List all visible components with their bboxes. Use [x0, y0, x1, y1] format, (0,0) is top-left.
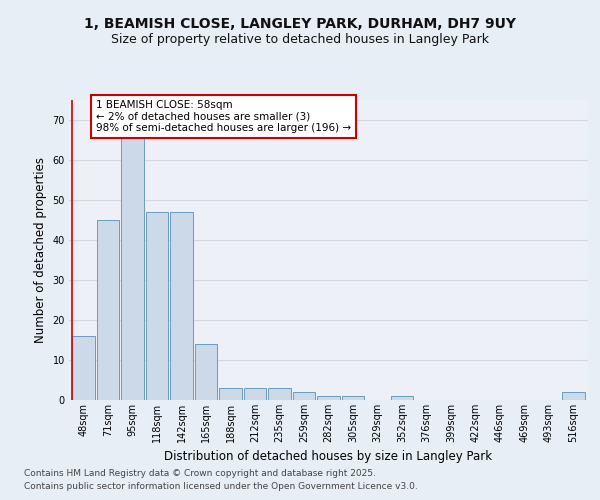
Bar — [391, 396, 413, 400]
Text: Size of property relative to detached houses in Langley Park: Size of property relative to detached ho… — [111, 32, 489, 46]
Bar — [146, 212, 169, 400]
Bar — [317, 396, 340, 400]
Bar — [244, 388, 266, 400]
Bar — [342, 396, 364, 400]
Text: Contains public sector information licensed under the Open Government Licence v3: Contains public sector information licen… — [24, 482, 418, 491]
Bar — [97, 220, 119, 400]
Y-axis label: Number of detached properties: Number of detached properties — [34, 157, 47, 343]
Bar — [170, 212, 193, 400]
Bar — [195, 344, 217, 400]
X-axis label: Distribution of detached houses by size in Langley Park: Distribution of detached houses by size … — [164, 450, 493, 464]
Bar — [268, 388, 291, 400]
Text: 1 BEAMISH CLOSE: 58sqm
← 2% of detached houses are smaller (3)
98% of semi-detac: 1 BEAMISH CLOSE: 58sqm ← 2% of detached … — [96, 100, 351, 133]
Text: Contains HM Land Registry data © Crown copyright and database right 2025.: Contains HM Land Registry data © Crown c… — [24, 468, 376, 477]
Bar — [121, 132, 144, 400]
Bar — [73, 336, 95, 400]
Bar — [562, 392, 584, 400]
Text: 1, BEAMISH CLOSE, LANGLEY PARK, DURHAM, DH7 9UY: 1, BEAMISH CLOSE, LANGLEY PARK, DURHAM, … — [84, 18, 516, 32]
Bar — [293, 392, 315, 400]
Bar — [220, 388, 242, 400]
